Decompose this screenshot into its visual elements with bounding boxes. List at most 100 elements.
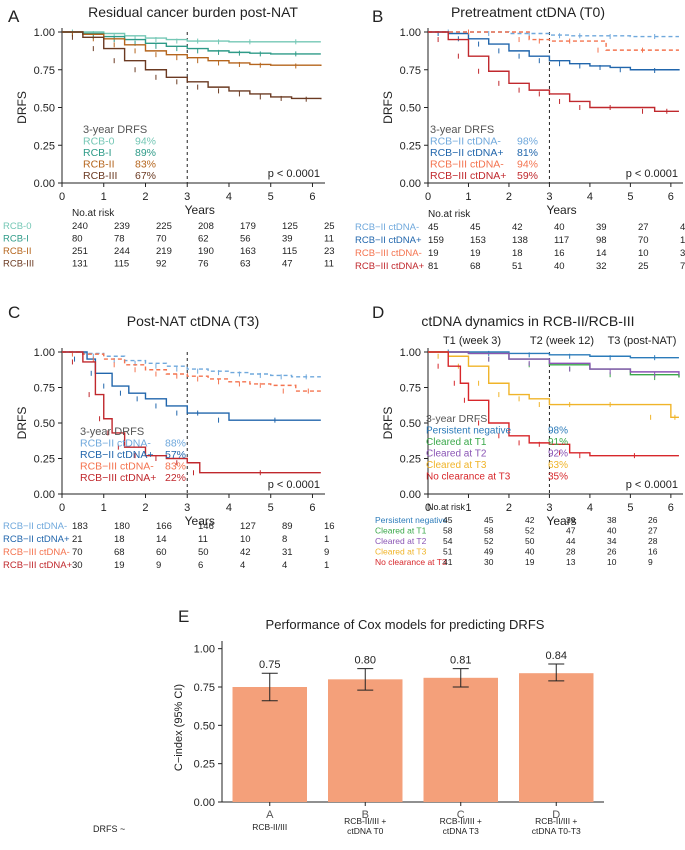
risk-value: 63 [240,259,251,270]
risk-value: 27 [648,526,658,536]
risk-value: 44 [566,536,576,546]
risk-value: 39 [566,515,576,525]
chart-title: Pretreatment ctDNA (T0) [451,4,605,20]
risk-label-rcb-ii-ctdna: RCB−II ctDNA+ [3,534,70,545]
legend-entry-rcb-ii-ctdna: RCB−II ctDNA+ [430,147,504,159]
risk-value: 42 [512,222,523,233]
category-description: RCB-II/III + [535,816,577,826]
risk-value: 9 [648,557,653,567]
legend-entry-rcb-ii-ctdna: RCB−II ctDNA- [430,136,501,148]
x-tick-label: B [362,809,369,821]
y-tick-label: 0.25 [194,759,215,771]
risk-label-rcb-iii-ctdna: RCB−III ctDNA- [355,248,422,259]
risk-value: 40 [554,222,565,233]
panel-letter-c: C [8,303,20,322]
y-tick-label: 1.00 [34,347,55,359]
legend-pct-persistent-negative: 98% [548,426,568,437]
risk-value: 19 [428,248,439,259]
risk-value: 3 [680,248,685,259]
risk-value: 30 [484,557,494,567]
risk-value: 28 [566,547,576,557]
legend-title: 3-year DRFS [426,413,487,425]
risk-value: 60 [156,547,167,558]
x-tick-label: 3 [184,191,190,203]
risk-value: 18 [512,248,523,259]
legend-pct-no-clearance-at-t3: 35% [548,472,568,483]
risk-value: 56 [240,234,251,245]
legend-entry-rcb-ii: RCB-II [83,159,115,171]
legend-entry-rcb-ii-ctdna: RCB−II ctDNA+ [80,449,154,461]
risk-value: 4 [240,560,245,571]
risk-value: 16 [554,248,565,259]
curve-rcb-iii-ctdna [428,31,679,51]
risk-value: 159 [428,235,444,246]
x-tick-label: 5 [268,191,274,203]
risk-value: 179 [240,221,256,232]
panel-letter-d: D [372,303,384,322]
y-tick-label: 0.75 [34,383,55,395]
risk-value: 45 [470,222,481,233]
data-label: 0.75 [259,659,280,671]
risk-value: 9 [324,547,329,558]
risk-table-header: No.at risk [428,209,471,220]
p-value: p < 0.0001 [626,168,678,180]
x-tick-label: 5 [627,502,633,514]
data-label: 0.80 [355,655,376,667]
risk-value: 50 [198,547,209,558]
risk-label-rcb-ii-ctdna: RCB−II ctDNA+ [355,235,422,246]
risk-value: 39 [282,234,293,245]
x-tick-label: 6 [309,502,315,514]
risk-value: 19 [470,248,481,259]
y-tick-label: 0.50 [34,103,55,115]
x-tick-label: 3 [184,502,190,514]
risk-value: 6 [198,560,203,571]
category-description: ctDNA T3 [443,826,479,836]
risk-value: 68 [470,261,481,272]
y-tick-label: 0.25 [400,140,421,152]
risk-value: 78 [114,234,125,245]
risk-value: 16 [648,547,658,557]
legend-entry-persistent-negative: Persistent negative [426,426,511,437]
risk-value: 239 [114,221,130,232]
category-description: RCB-II/III + [440,816,482,826]
x-tick-label: 3 [546,502,552,514]
risk-value: 115 [114,259,129,270]
risk-value: 70 [638,235,649,246]
curve-rcb-ii-ctdna [428,31,680,71]
risk-label-rcb-ii: RCB-II [3,246,32,257]
y-axis-label: C−index (95% CI) [173,684,185,771]
legend-title: 3-year DRFS [80,426,144,438]
x-tick-label: 2 [506,191,512,203]
data-label: 0.84 [546,650,567,662]
risk-value: 45 [443,515,453,525]
risk-value: 40 [525,547,535,557]
p-value: p < 0.0001 [268,168,320,180]
formula-label: DRFS ~ [93,824,125,834]
risk-value: 68 [114,547,125,558]
x-tick-label: 6 [309,191,315,203]
legend-entry-rcb-iii-ctdna: RCB−III ctDNA- [80,461,154,473]
risk-value: 16 [324,521,335,532]
legend-pct-rcb-iii-ctdna: 59% [517,170,538,182]
km-panel-a: Residual cancer burden post-NAT 0.00 0.25 0… [3,4,335,270]
risk-value: 70 [156,234,167,245]
risk-value: 42 [240,547,251,558]
risk-value: 244 [114,246,130,257]
risk-label-rcb-i: RCB-I [3,234,29,245]
x-tick-label: 2 [506,502,512,514]
panel-letter-a: A [8,7,20,26]
x-tick-label: 0 [425,191,431,203]
legend-pct-cleared-at-t3: 63% [548,460,568,471]
risk-label-cleared-at-t2: Cleared at T2 [375,536,427,546]
bar-c [423,677,498,802]
curve-rcb-iii [62,31,322,100]
legend-entry-rcb-iii-ctdna: RCB−III ctDNA- [430,159,504,171]
legend-entry-rcb-iii-ctdna: RCB−III ctDNA+ [80,472,156,484]
x-tick-label: D [552,809,560,821]
risk-value: 26 [607,547,617,557]
bar-d [519,673,594,802]
risk-label-rcb-ii-ctdna: RCB−II ctDNA- [355,222,419,233]
x-tick-label: 0 [59,191,65,203]
risk-label-rcb-0: RCB-0 [3,221,32,232]
